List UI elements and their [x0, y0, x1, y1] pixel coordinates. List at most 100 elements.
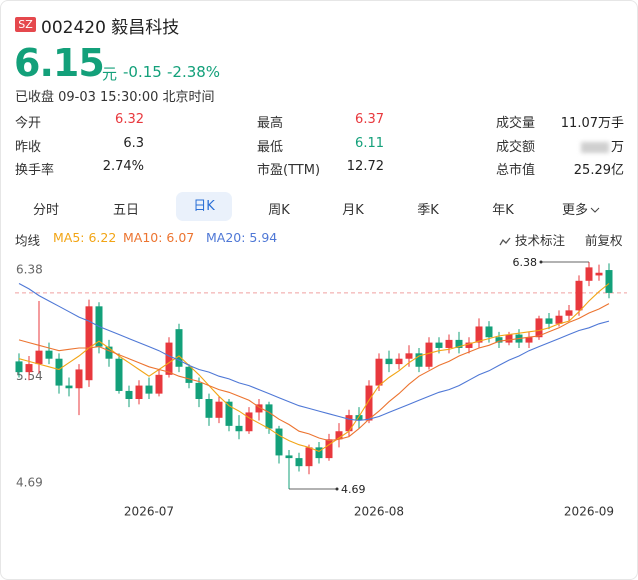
period-tab[interactable]: 月K	[342, 203, 364, 218]
annotate-toggle[interactable]: 技术标注	[499, 230, 565, 249]
candle-body	[565, 310, 573, 316]
ma-legend-item: MA20: 5.94	[206, 230, 278, 245]
candle-body	[15, 361, 23, 373]
candle-body	[125, 390, 133, 400]
period-tab[interactable]: 日K	[176, 192, 232, 221]
candle-body	[165, 342, 173, 375]
stat-value: 11.07万手	[514, 112, 624, 131]
chevron	[590, 207, 600, 213]
stat-value: 6.11	[274, 136, 384, 151]
period-tab[interactable]: 季K	[417, 203, 439, 218]
x-tick-label: 2026-07	[124, 505, 174, 519]
x-tick-label: 2026-08	[354, 505, 404, 519]
candle-body	[225, 401, 233, 426]
candle-body	[145, 385, 153, 394]
annotate-icon	[499, 237, 511, 245]
candle-body	[115, 358, 123, 391]
stat-value-text: 12.72	[346, 159, 384, 174]
candle-body	[595, 272, 603, 276]
candle-body	[315, 447, 323, 459]
candle-body	[155, 374, 163, 394]
ma-line	[18, 283, 610, 453]
candle-body	[45, 350, 53, 359]
stat-label: 今开	[15, 116, 42, 131]
low-label: 4.69	[341, 483, 366, 496]
candle-body	[275, 428, 283, 456]
currency: 元	[102, 65, 118, 83]
candle-body	[365, 385, 373, 421]
candle-body	[85, 306, 93, 381]
stat-label: 昨收	[15, 140, 42, 155]
candle-body	[75, 369, 83, 389]
candle-body	[405, 353, 413, 359]
candle-body	[205, 399, 213, 418]
stat-label: 成交量	[496, 116, 536, 131]
low-marker-dot	[335, 487, 339, 491]
stat-value: 6.37	[274, 112, 384, 127]
candle-body	[465, 342, 473, 348]
candle-body	[65, 385, 73, 389]
stat-value: 25.29亿	[514, 159, 624, 178]
exchange-badge: SZ	[15, 17, 36, 32]
stat-value-text: 6.11	[355, 136, 384, 151]
candle-body	[445, 339, 453, 348]
price: 6.15	[14, 41, 105, 85]
blurred-value	[580, 142, 609, 153]
adjust-toggle[interactable]: 前复权	[585, 233, 623, 248]
candle-body	[245, 412, 253, 432]
candle-body	[575, 280, 583, 311]
candle-body	[385, 358, 393, 365]
stat-value-text: 6.32	[115, 112, 144, 127]
stat-value-text: 2.74%	[102, 159, 144, 174]
stat-value: 6.3	[34, 136, 144, 151]
stat-value: 2.74%	[34, 159, 144, 174]
candle-body	[495, 337, 503, 343]
stat-value-text: 11.07万手	[560, 116, 624, 131]
stat-value: 6.32	[34, 112, 144, 127]
y-tick-label: 4.69	[16, 476, 43, 490]
candle-body	[185, 366, 193, 383]
stat-value-text: 6.37	[355, 112, 384, 127]
candle-body	[235, 425, 243, 432]
stock-name: 002420 毅昌科技	[41, 18, 180, 38]
ma-label: 均线	[15, 233, 41, 248]
candle-body	[215, 401, 223, 418]
candle-body	[35, 350, 43, 365]
stat-label: 成交额	[496, 140, 536, 155]
stat-label: 市盈(TTM)	[257, 163, 321, 178]
candle-body	[285, 455, 293, 459]
period-tab[interactable]: 年K	[492, 203, 514, 218]
period-tab[interactable]: 分时	[32, 203, 59, 218]
period-tab[interactable]: 五日	[112, 203, 139, 218]
period-tab[interactable]: 更多	[553, 199, 609, 218]
chevron-path	[590, 207, 600, 213]
period-tab[interactable]: 周K	[268, 203, 290, 218]
ma-legend-item: MA5: 6.22	[53, 230, 117, 245]
candle-body	[585, 267, 593, 281]
candle-body	[55, 358, 63, 386]
candle-body	[535, 318, 543, 338]
y-tick-label: 6.38	[16, 263, 43, 277]
candle-body	[105, 346, 113, 359]
candle-body	[305, 447, 313, 467]
stat-label: 最高	[257, 116, 284, 131]
stat-value: 12.72	[274, 159, 384, 174]
candle-body	[525, 337, 533, 343]
candle-body	[545, 318, 553, 324]
candle-body	[335, 431, 343, 440]
candle-body	[475, 326, 483, 343]
stat-label: 总市值	[496, 163, 536, 178]
candle-body	[485, 326, 493, 338]
stat-value-text: 25.29亿	[573, 163, 624, 178]
stat-value-text: 6.3	[123, 136, 144, 151]
stat-value-text: 万	[610, 140, 624, 155]
stat-label: 换手率	[15, 163, 55, 178]
candle-body	[135, 385, 143, 400]
x-tick-label: 2026-09	[564, 505, 614, 519]
candle-body	[325, 439, 333, 459]
ma-line	[18, 283, 610, 422]
candle-body	[455, 339, 463, 348]
high-marker-dot	[539, 260, 543, 264]
